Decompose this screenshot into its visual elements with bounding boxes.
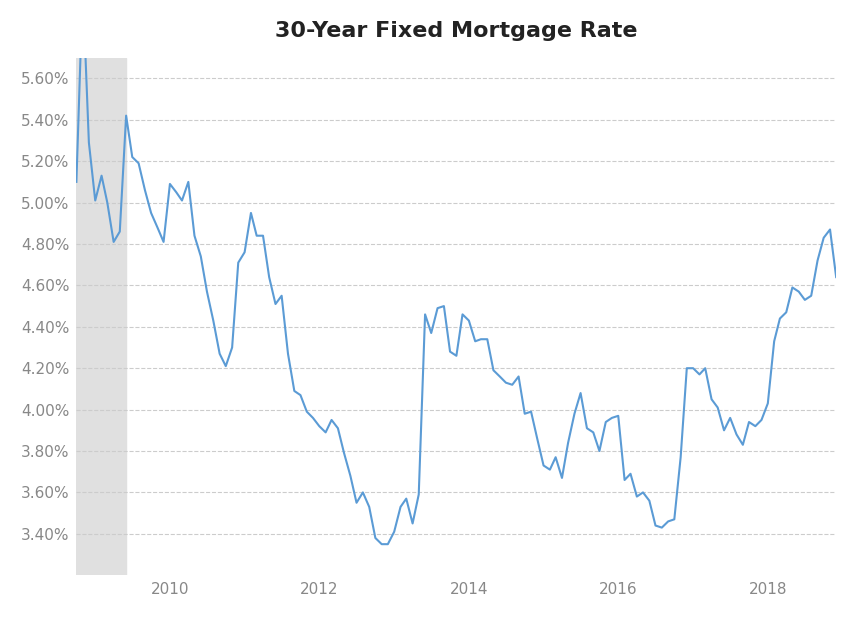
Bar bbox=[76, 57, 126, 575]
Title: 30-Year Fixed Mortgage Rate: 30-Year Fixed Mortgage Rate bbox=[275, 21, 638, 41]
